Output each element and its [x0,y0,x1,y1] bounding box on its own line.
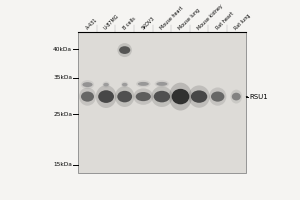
Ellipse shape [121,81,128,88]
Ellipse shape [122,83,128,86]
Ellipse shape [117,91,132,102]
Ellipse shape [79,87,96,106]
Ellipse shape [136,80,151,87]
Text: 40kDa: 40kDa [53,47,72,52]
Ellipse shape [188,85,210,108]
FancyBboxPatch shape [78,32,246,173]
Text: B cells: B cells [122,16,136,31]
Ellipse shape [96,85,116,108]
Ellipse shape [191,90,207,103]
Ellipse shape [117,43,132,57]
Text: Mouse lung: Mouse lung [178,7,201,31]
Text: A-431: A-431 [85,17,98,31]
Text: 25kDa: 25kDa [53,112,72,117]
Ellipse shape [209,87,226,106]
Text: Rat lung: Rat lung [233,13,251,31]
Text: 35kDa: 35kDa [53,75,72,80]
Text: 15kDa: 15kDa [53,162,72,167]
Ellipse shape [103,81,110,88]
Ellipse shape [119,46,130,54]
Ellipse shape [211,92,224,102]
Text: Rat heart: Rat heart [215,11,235,31]
Ellipse shape [136,92,151,101]
Text: Mouse kidney: Mouse kidney [196,3,224,31]
Ellipse shape [138,82,149,86]
Ellipse shape [134,88,153,105]
Text: Mouse heart: Mouse heart [159,5,184,31]
Text: SKOV3: SKOV3 [140,16,155,31]
Ellipse shape [151,86,172,107]
Ellipse shape [232,93,241,100]
Ellipse shape [230,90,242,104]
Text: RSU1: RSU1 [249,94,268,100]
Ellipse shape [156,82,167,86]
Ellipse shape [154,91,170,102]
Ellipse shape [103,83,109,86]
Ellipse shape [82,82,93,87]
Ellipse shape [172,89,189,104]
Text: U-87MG: U-87MG [103,13,121,31]
Ellipse shape [98,90,114,103]
Ellipse shape [154,80,169,87]
Ellipse shape [115,86,134,107]
Ellipse shape [81,92,94,102]
Ellipse shape [169,83,192,111]
Ellipse shape [81,80,94,89]
